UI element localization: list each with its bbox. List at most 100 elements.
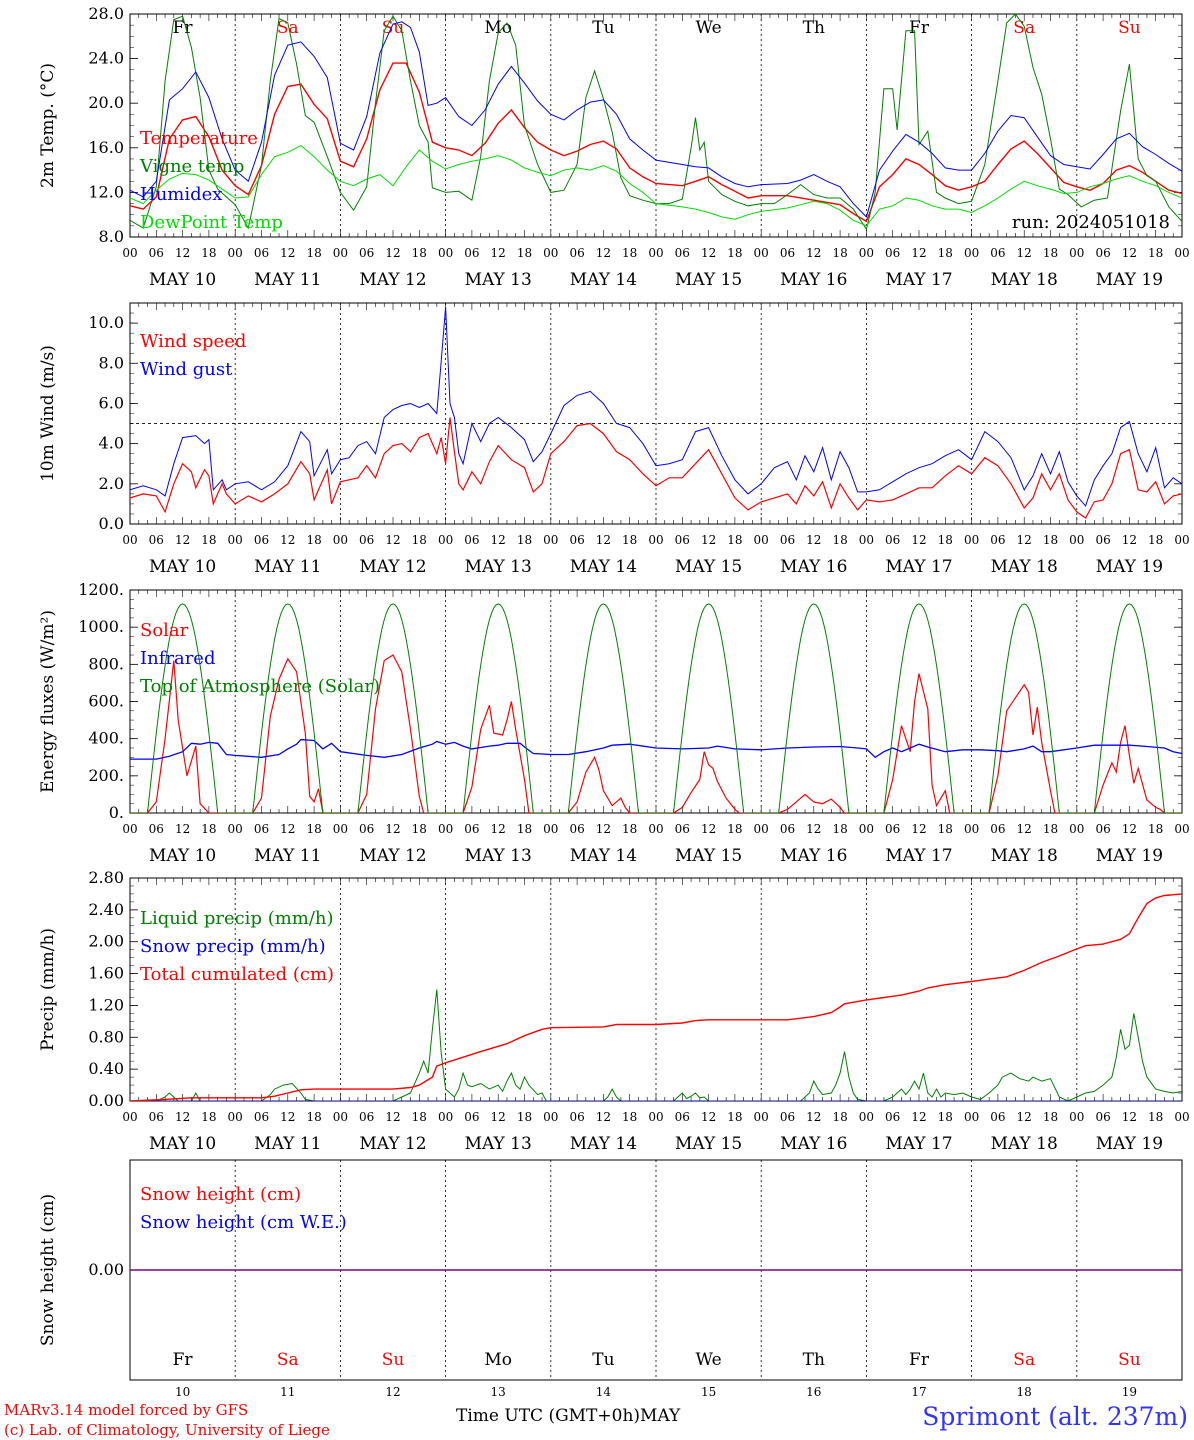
date-label: MAY 15	[675, 846, 742, 866]
hour-label: 00	[1174, 533, 1189, 547]
date-label: MAY 19	[1096, 1134, 1163, 1154]
hour-label: 06	[780, 1110, 795, 1124]
hour-label: 00	[859, 246, 874, 260]
hour-label: 18	[727, 1110, 742, 1124]
hour-label: 06	[990, 822, 1005, 836]
hour-label: 06	[1095, 533, 1110, 547]
hour-label: 00	[543, 246, 558, 260]
weekday-label: Su	[1118, 18, 1141, 38]
hour-label: 06	[780, 246, 795, 260]
hour-label: 18	[938, 246, 953, 260]
credit-lab: (c) Lab. of Climatology, University of L…	[4, 1421, 330, 1439]
series-line-wind-gust	[130, 306, 1182, 507]
hour-label: 18	[1148, 1110, 1163, 1124]
hour-label: 18	[306, 1110, 321, 1124]
weekday-label: We	[696, 1350, 722, 1370]
hour-label: 12	[1122, 822, 1137, 836]
hour-label: 18	[727, 533, 742, 547]
day-number-label: 13	[491, 1385, 506, 1399]
panel-wind: 0.0 2.0 4.0 6.0 8.0 10.0 10m Wind (m/s) 00 06 12 1…	[38, 302, 1190, 577]
date-label: MAY 18	[991, 270, 1058, 290]
date-label: MAY 11	[254, 557, 321, 577]
legend-entry: Snow height (cm)	[140, 1184, 301, 1205]
hour-label: 00	[1069, 533, 1084, 547]
date-label: MAY 14	[570, 270, 637, 290]
series-line-total-cumulated-cm-	[130, 893, 1182, 1101]
hour-label: 00	[438, 246, 453, 260]
hour-label: 06	[569, 246, 584, 260]
hour-label: 18	[938, 822, 953, 836]
hour-label: 00	[754, 1110, 769, 1124]
y-tick-label: 0.80	[88, 1027, 124, 1046]
hour-label: 12	[1122, 1110, 1137, 1124]
hour-label: 12	[806, 246, 821, 260]
day-number-label: 10	[175, 1385, 190, 1399]
hour-label: 06	[149, 822, 164, 836]
weekday-label: Fr	[173, 1350, 194, 1370]
y-tick-label: 16.0	[88, 138, 124, 157]
hour-label: 00	[964, 246, 979, 260]
hour-label: 06	[254, 1110, 269, 1124]
hour-label: 18	[1148, 822, 1163, 836]
series-line-dewpoint-temp	[130, 145, 1182, 227]
hour-label: 12	[491, 246, 506, 260]
series-line-liquid-precip-mm-h-	[130, 989, 1182, 1101]
y-tick-label: 0.00	[88, 1091, 124, 1110]
hour-label: 06	[149, 246, 164, 260]
panel-temp: 8.0 12.0 16.0 20.0 24.0 28.0 2m Temp. (°C) 00 06…	[38, 4, 1190, 290]
hour-label: 18	[517, 822, 532, 836]
hour-label: 12	[491, 533, 506, 547]
hour-label: 06	[675, 1110, 690, 1124]
y-tick-label: 8.0	[99, 353, 124, 372]
hour-label: 12	[385, 246, 400, 260]
y-tick-label: 2.0	[99, 474, 124, 493]
hour-label: 06	[359, 1110, 374, 1124]
hour-label: 00	[122, 822, 137, 836]
hour-label: 18	[832, 246, 847, 260]
legend-entry: Infrared	[140, 648, 215, 669]
hour-label: 00	[1174, 822, 1189, 836]
hour-label: 00	[648, 1110, 663, 1124]
y-tick-label: 24.0	[88, 49, 124, 68]
y-tick-label: 12.0	[88, 182, 124, 201]
y-axis-label: 2m Temp. (°C)	[38, 63, 58, 188]
hour-label: 00	[1174, 246, 1189, 260]
hour-label: 00	[648, 246, 663, 260]
series-line-temperature	[130, 62, 1182, 223]
date-label: MAY 12	[359, 1134, 426, 1154]
hour-label: 06	[464, 246, 479, 260]
station-name: Sprimont (alt. 237m)	[922, 1402, 1188, 1431]
legend-entry: Wind gust	[140, 359, 233, 380]
hour-label: 18	[938, 1110, 953, 1124]
weekday-label: Mo	[484, 18, 512, 38]
hour-label: 12	[1017, 246, 1032, 260]
legend-entry: Humidex	[140, 184, 222, 205]
hour-label: 18	[938, 533, 953, 547]
hour-label: 12	[175, 246, 190, 260]
hour-label: 12	[280, 533, 295, 547]
day-number-label: 14	[596, 1385, 612, 1399]
hour-label: 00	[859, 822, 874, 836]
hour-label: 12	[385, 822, 400, 836]
hour-label: 00	[228, 1110, 243, 1124]
date-label: MAY 14	[570, 1134, 637, 1154]
hour-label: 06	[675, 533, 690, 547]
day-number-label: 11	[280, 1385, 295, 1399]
date-label: MAY 10	[149, 846, 216, 866]
hour-label: 18	[832, 822, 847, 836]
weekday-label: Sa	[277, 18, 299, 38]
date-label: MAY 11	[254, 1134, 321, 1154]
hour-label: 12	[596, 533, 611, 547]
hour-label: 06	[780, 822, 795, 836]
time-label: Time UTC (GMT+0h)	[456, 1406, 641, 1426]
hour-label: 00	[122, 533, 137, 547]
hour-label: 06	[990, 533, 1005, 547]
hour-label: 12	[1017, 533, 1032, 547]
hour-label: 12	[596, 822, 611, 836]
legend-entry: Total cumulated (cm)	[140, 964, 334, 985]
hour-label: 12	[491, 822, 506, 836]
date-label: MAY 16	[780, 557, 847, 577]
date-label: MAY 15	[675, 1134, 742, 1154]
y-axis-label: Snow height (cm)	[38, 1194, 58, 1346]
hour-label: 06	[990, 246, 1005, 260]
